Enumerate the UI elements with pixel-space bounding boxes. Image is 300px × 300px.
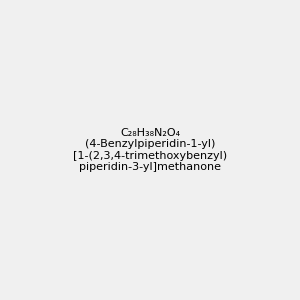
Text: C₂₈H₃₈N₂O₄
(4-Benzylpiperidin-1-yl)
[1-(2,3,4-trimethoxybenzyl)
piperidin-3-yl]m: C₂₈H₃₈N₂O₄ (4-Benzylpiperidin-1-yl) [1-(… xyxy=(73,128,227,172)
